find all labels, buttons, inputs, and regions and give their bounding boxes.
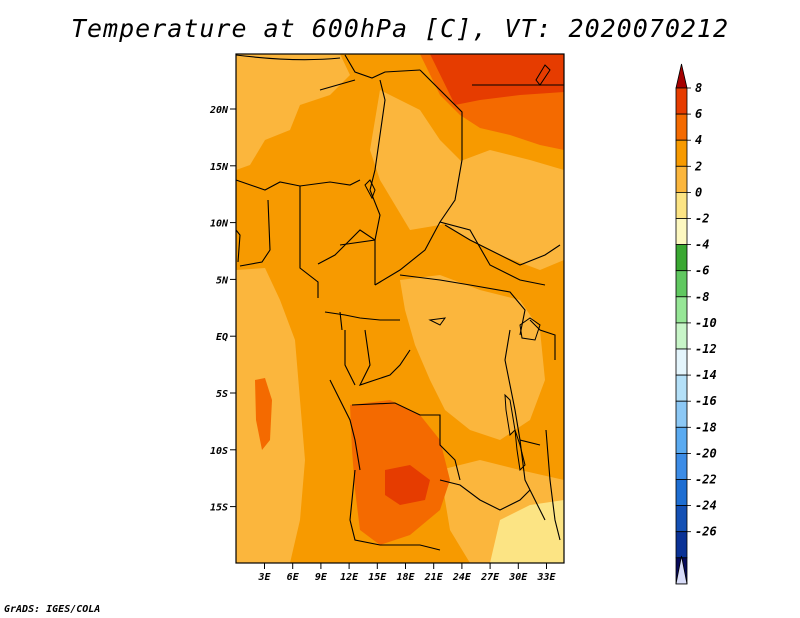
colorbar-swatch	[675, 479, 688, 507]
colorbar-label: -6	[695, 264, 709, 278]
colorbar-label: -22	[695, 473, 717, 487]
lat-tick-label: 5S	[216, 389, 228, 400]
country-borders	[235, 54, 564, 551]
colorbar-label: 2	[694, 159, 702, 173]
colorbar-label: -14	[695, 368, 717, 382]
colorbar-swatch	[675, 165, 688, 193]
field-hot-northeast	[430, 54, 564, 105]
colorbar-swatch	[675, 296, 688, 324]
colorbar-label: 8	[695, 81, 702, 95]
colorbar-label: -18	[695, 420, 717, 434]
lat-tick-label: 15N	[210, 162, 229, 173]
lon-tick-label: 12E	[340, 572, 359, 583]
colorbar-label: -4	[695, 238, 709, 252]
colorbar-label: 4	[695, 133, 702, 147]
colorbar-swatch	[675, 87, 688, 115]
colorbar-label: -26	[695, 525, 717, 539]
field-dark-coast	[255, 378, 272, 450]
lat-tick-label: EQ	[216, 332, 228, 343]
colorbar-swatch	[675, 505, 688, 533]
colorbar-swatch	[675, 322, 688, 350]
colorbar-label: -20	[695, 446, 717, 460]
colorbar-top-arrow	[675, 63, 688, 89]
lat-tick-label: 10S	[210, 446, 228, 457]
lon-tick-label: 21E	[424, 572, 444, 583]
field-light-east	[445, 150, 564, 270]
colorbar-swatch	[675, 426, 688, 454]
colorbar-swatch	[675, 400, 688, 428]
field-light-north	[236, 54, 350, 170]
colorbar-label: -8	[695, 290, 709, 304]
lon-tick-label: 27E	[480, 572, 500, 583]
colorbar-label: -24	[695, 499, 717, 513]
temperature-field	[236, 54, 564, 563]
colorbar-swatch	[675, 348, 688, 376]
field-pale-southeast	[490, 500, 564, 563]
colorbar: 8 6 4 2 0 -2 -4 -6 -8 -10 -12 -14 -16 -18 -20 -22 -24 -26	[675, 63, 717, 585]
map-title: Temperature at 600hPa [C], VT: 202007021…	[70, 14, 730, 43]
lat-tick-label: 20N	[209, 105, 229, 116]
field-hot-angola	[385, 465, 430, 505]
colorbar-swatch	[675, 270, 688, 298]
lat-tick-label: 10N	[210, 219, 229, 230]
lon-tick-label: 6E	[287, 572, 300, 583]
lon-tick-label: 24E	[452, 572, 472, 583]
colorbar-swatch	[675, 218, 688, 246]
latitude-axis: 20N 15N 10N 5N EQ 5S 10S 15S	[209, 105, 236, 514]
lon-tick-label: 33E	[536, 572, 556, 583]
lat-tick-label: 15S	[210, 503, 228, 514]
colorbar-label: -2	[695, 212, 709, 226]
grads-credit: GrADS: IGES/COLA	[4, 604, 101, 615]
lakes	[364, 64, 551, 472]
colorbar-swatch	[675, 531, 688, 559]
longitude-axis: 3E 6E 9E 12E 15E 18E 21E 24E 27E 30E 33E	[257, 563, 557, 583]
colorbar-label: 6	[695, 107, 702, 121]
lon-tick-label: 18E	[396, 572, 415, 583]
colorbar-swatch	[675, 113, 688, 141]
lon-tick-label: 9E	[315, 572, 328, 583]
colorbar-label: -12	[695, 342, 717, 356]
colorbar-swatch	[675, 452, 688, 480]
colorbar-label: -16	[695, 394, 717, 408]
colorbar-swatch	[675, 191, 688, 219]
colorbar-bottom-arrow	[675, 555, 688, 585]
lon-tick-label: 15E	[368, 572, 387, 583]
lon-tick-label: 30E	[508, 572, 528, 583]
map-frame	[235, 53, 565, 564]
colorbar-swatch	[675, 139, 688, 167]
colorbar-label: -10	[695, 316, 717, 330]
colorbar-swatch	[675, 244, 688, 272]
colorbar-swatch	[675, 374, 688, 402]
lon-tick-label: 3E	[257, 572, 271, 583]
lat-tick-label: 5N	[216, 275, 229, 286]
colorbar-label: 0	[695, 185, 702, 199]
